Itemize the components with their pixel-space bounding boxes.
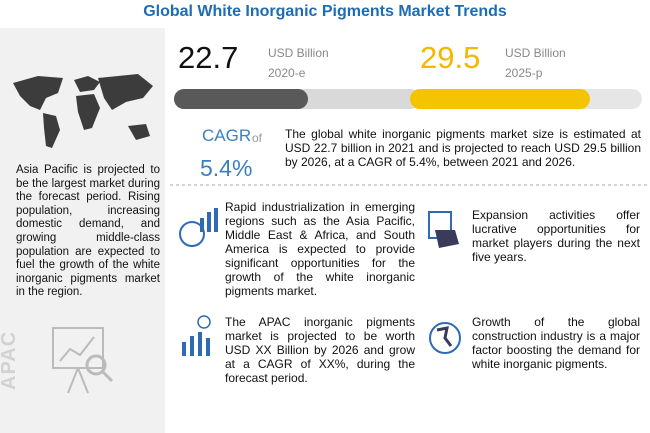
summary: The global white inorganic pigments mark… [285,127,641,169]
stat-year: 2025-p [505,66,543,80]
stat-unit: USD Billion [268,46,329,60]
icon [428,211,459,248]
stat-year: 2020-e [268,66,306,80]
insight: Growth of the global construction indust… [472,315,640,371]
icon [179,208,218,247]
insight: Expansion activities offer lucrative opp… [472,208,640,264]
insight: The APAC inorganic pigments market is pr… [225,315,415,385]
title: Global White Inorganic Pigments Market T… [143,3,507,20]
icon [182,315,211,356]
region-panel [0,28,165,433]
stat-value: 29.5 [420,40,481,75]
cagr-connector: of [252,131,263,145]
region-text: Asia Pacific is projected to be the larg… [16,164,160,299]
region-label: APAC [0,330,20,390]
stat-unit: USD Billion [505,46,566,60]
world-map [13,74,153,148]
divider [170,184,648,186]
cagr-label: CAGR [202,126,252,145]
progress-fill [410,89,590,109]
icon [429,322,461,354]
cagr-value: 5.4% [200,155,253,181]
progress-fill [174,89,308,109]
analysis-icon [52,327,114,394]
insight: Rapid industrialization in emerging regi… [225,200,415,298]
stat-value: 22.7 [178,40,239,75]
